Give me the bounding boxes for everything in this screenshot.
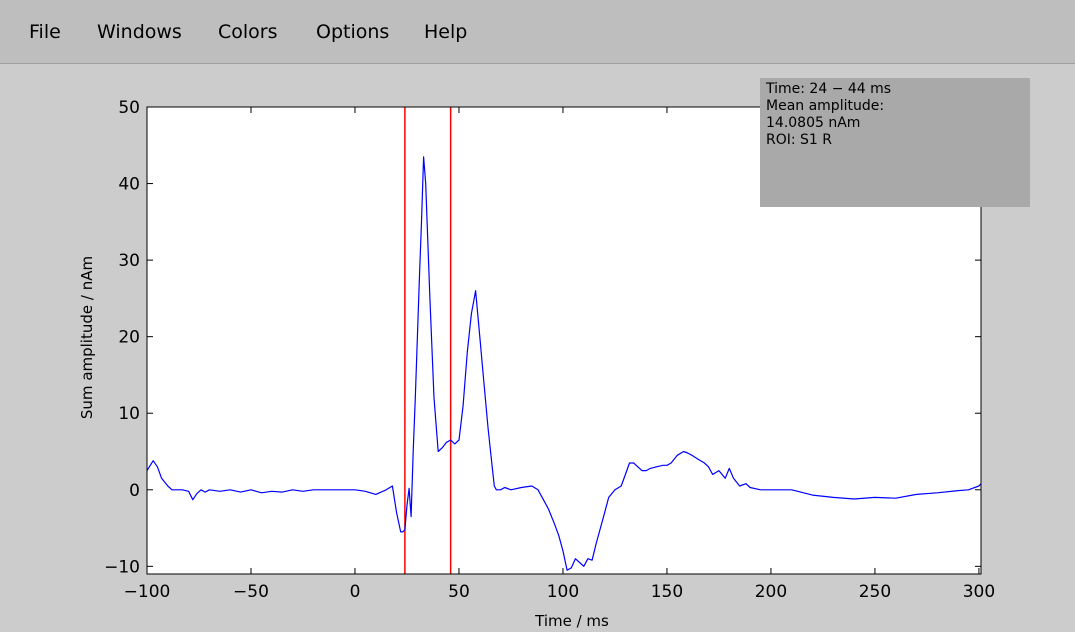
menu-options[interactable]: Options xyxy=(316,21,390,43)
y-tick-label: 50 xyxy=(118,98,140,118)
y-tick-label: −10 xyxy=(104,557,140,577)
y-tick-labels: −10 0 10 20 30 40 50 xyxy=(104,98,140,577)
menu-windows[interactable]: Windows xyxy=(97,21,182,43)
x-tick-label: 200 xyxy=(755,582,787,602)
x-tick-label: 150 xyxy=(651,582,683,602)
info-time-range: Time: 24 − 44 ms xyxy=(766,81,892,97)
x-tick-label: 50 xyxy=(448,582,470,602)
info-mean-amplitude-value: 14.0805 nAm xyxy=(766,115,861,131)
menu-bar: File Windows Colors Options Help xyxy=(0,0,1075,64)
x-tick-labels: −100 −50 0 50 100 150 200 250 300 xyxy=(124,582,995,602)
x-tick-label: 300 xyxy=(963,582,995,602)
x-axis-label: Time / ms xyxy=(534,612,609,630)
x-tick-label: −100 xyxy=(124,582,171,602)
menu-file[interactable]: File xyxy=(29,21,61,43)
menu-colors[interactable]: Colors xyxy=(218,21,278,43)
info-box: Time: 24 − 44 ms Mean amplitude: 14.0805… xyxy=(760,78,1030,207)
y-tick-label: 0 xyxy=(129,481,140,501)
series-layer xyxy=(146,156,982,571)
x-tick-label: 100 xyxy=(547,582,579,602)
plot-frame xyxy=(146,106,982,575)
menu-help[interactable]: Help xyxy=(424,21,468,43)
series-line-1 xyxy=(146,156,982,571)
x-tick-label: −50 xyxy=(233,582,269,602)
info-mean-amplitude-label: Mean amplitude: xyxy=(766,98,885,114)
y-tick-label: 20 xyxy=(118,328,140,348)
time-window-markers xyxy=(404,107,452,574)
x-tick-label: 0 xyxy=(350,582,361,602)
y-tick-label: 40 xyxy=(118,175,140,195)
y-tick-label: 30 xyxy=(118,251,140,271)
y-axis-label: Sum amplitude / nAm xyxy=(78,256,96,419)
info-roi: ROI: S1 R xyxy=(766,132,833,148)
x-tick-label: 250 xyxy=(859,582,891,602)
y-tick-label: 10 xyxy=(118,404,140,424)
